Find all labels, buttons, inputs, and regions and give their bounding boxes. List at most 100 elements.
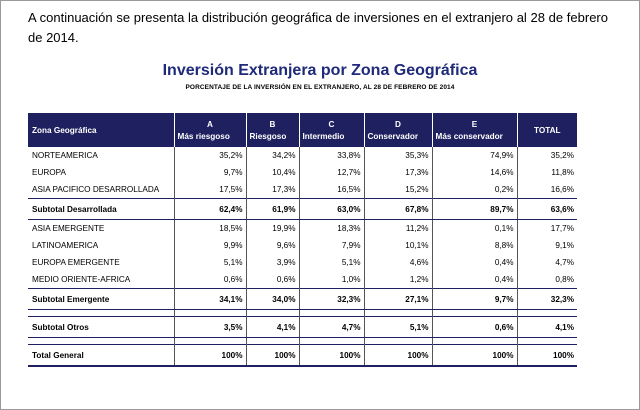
value-cell: 1,0% bbox=[299, 271, 365, 289]
header-col-c: C Intermedio bbox=[299, 113, 365, 147]
total-cell: 16,6% bbox=[550, 185, 574, 194]
value-cell: 5,1% bbox=[364, 316, 433, 338]
spacer-cell bbox=[246, 309, 300, 317]
spacer-cell bbox=[517, 338, 577, 345]
zone-cell: MEDIO ORIENTE-AFRICA bbox=[28, 271, 175, 289]
value-cell: 0,6% bbox=[174, 271, 247, 289]
value-cell: 62,4% bbox=[174, 198, 247, 220]
spacer-cell bbox=[174, 309, 247, 317]
value-cell: 35,3% bbox=[364, 147, 433, 164]
value-cell: 32,3% bbox=[299, 288, 365, 310]
total-cell: 100% bbox=[517, 344, 577, 367]
total-cell: 9,1% bbox=[555, 241, 574, 250]
zone-cell: ASIA PACIFICO DESARROLLADA bbox=[28, 181, 175, 199]
spacer-cell bbox=[364, 309, 433, 317]
value-cell: 17,5% bbox=[174, 181, 247, 199]
value-cell: 16,5% bbox=[299, 181, 365, 199]
value-cell: 74,9% bbox=[432, 147, 518, 164]
total-cell: 11,8% bbox=[551, 168, 574, 177]
value-cell: 100% bbox=[246, 344, 300, 367]
header-col-b: B Riesgoso bbox=[246, 113, 300, 147]
value-cell: 63,0% bbox=[299, 198, 365, 220]
value-cell: 34,1% bbox=[174, 288, 247, 310]
total-cell: 4,7% bbox=[555, 258, 574, 267]
intro-paragraph: A continuación se presenta la distribuci… bbox=[28, 10, 608, 45]
zone-cell: EUROPA bbox=[28, 164, 175, 181]
value-cell: 7,9% bbox=[299, 237, 365, 254]
value-cell: 0,1% bbox=[432, 219, 518, 237]
zone-cell: Subtotal Otros bbox=[28, 316, 175, 338]
zone-cell: LATINOAMERICA bbox=[28, 237, 175, 254]
value-cell: 0,6% bbox=[246, 271, 300, 289]
value-cell: 9,6% bbox=[246, 237, 300, 254]
value-cell: 3,5% bbox=[174, 316, 247, 338]
total-cell: 17,7% bbox=[550, 224, 574, 233]
value-cell: 100% bbox=[299, 344, 365, 367]
value-cell: 5,1% bbox=[174, 254, 247, 271]
header-col-a: A Más riesgoso bbox=[174, 113, 247, 147]
subtotal-row: Subtotal Desarrollada 62,4% 61,9% 63,0% 67,8… bbox=[28, 198, 577, 220]
header-col-e: E Más conservador bbox=[432, 113, 518, 147]
value-cell: 17,3% bbox=[246, 181, 300, 199]
spacer-cell bbox=[364, 337, 433, 345]
investment-table: Zona Geográfica A Más riesgoso B Riesgoso … bbox=[28, 113, 577, 367]
table-row: EUROPA 9,7% 10,4% 12,7% 17,3% 14,6% 11,8% bbox=[28, 164, 577, 181]
value-cell: 19,9% bbox=[246, 219, 300, 237]
value-cell: 11,2% bbox=[364, 219, 433, 237]
total-cell: 63,6% bbox=[517, 198, 577, 220]
value-cell: 4,1% bbox=[246, 316, 300, 338]
value-cell: 100% bbox=[364, 344, 433, 367]
table-row: MEDIO ORIENTE-AFRICA 0,6% 0,6% 1,0% 1,2% 0,4%… bbox=[28, 271, 577, 289]
zone-cell: ASIA EMERGENTE bbox=[28, 219, 175, 237]
spacer-cell bbox=[174, 337, 247, 345]
spacer-cell bbox=[299, 309, 365, 317]
value-cell: 100% bbox=[174, 344, 247, 367]
value-cell: 10,4% bbox=[246, 164, 300, 181]
table-row: LATINOAMERICA 9,9% 9,6% 7,9% 10,1% 8,8% 9,1% bbox=[28, 237, 577, 254]
value-cell: 0,4% bbox=[432, 271, 518, 289]
header-total: TOTAL bbox=[517, 113, 577, 147]
total-general-row: Total General 100% 100% 100% 100% 100% 100% bbox=[28, 344, 577, 367]
zone-cell: Subtotal Emergente bbox=[28, 288, 175, 310]
spacer-cell bbox=[299, 337, 365, 345]
header-col-d: D Conservador bbox=[364, 113, 433, 147]
value-cell: 14,6% bbox=[432, 164, 518, 181]
zone-cell: Subtotal Desarrollada bbox=[28, 198, 175, 220]
value-cell: 8,8% bbox=[432, 237, 518, 254]
spacer-cell bbox=[28, 309, 175, 317]
table-subtitle: PORCENTAJE DE LA INVERSIÓN EN EL EXTRANJ… bbox=[185, 84, 455, 91]
value-cell: 3,9% bbox=[246, 254, 300, 271]
value-cell: 61,9% bbox=[246, 198, 300, 220]
spacer-row bbox=[28, 337, 577, 345]
value-cell: 0,4% bbox=[432, 254, 518, 271]
spacer-cell bbox=[432, 309, 518, 317]
value-cell: 100% bbox=[432, 344, 518, 367]
value-cell: 33,8% bbox=[299, 147, 365, 164]
value-cell: 4,7% bbox=[299, 316, 365, 338]
spacer-cell bbox=[432, 337, 518, 345]
spacer-cell bbox=[28, 337, 175, 345]
total-cell: 35,2% bbox=[550, 151, 574, 160]
value-cell: 17,3% bbox=[364, 164, 433, 181]
value-cell: 0,2% bbox=[432, 181, 518, 199]
total-cell: 0,8% bbox=[555, 275, 574, 284]
value-cell: 5,1% bbox=[299, 254, 365, 271]
value-cell: 89,7% bbox=[432, 198, 518, 220]
value-cell: 18,5% bbox=[174, 219, 247, 237]
value-cell: 35,2% bbox=[174, 147, 247, 164]
value-cell: 18,3% bbox=[299, 219, 365, 237]
table-row: NORTEAMERICA 35,2% 34,2% 33,8% 35,3% 74,9% 35,… bbox=[28, 147, 577, 164]
value-cell: 34,2% bbox=[246, 147, 300, 164]
total-cell: 4,1% bbox=[517, 316, 577, 338]
value-cell: 9,9% bbox=[174, 237, 247, 254]
value-cell: 9,7% bbox=[432, 288, 518, 310]
value-cell: 67,8% bbox=[364, 198, 433, 220]
table-header-row: Zona Geográfica A Más riesgoso B Riesgoso … bbox=[28, 113, 577, 147]
total-cell: 32,3% bbox=[517, 288, 577, 310]
value-cell: 10,1% bbox=[364, 237, 433, 254]
table-row: EUROPA EMERGENTE 5,1% 3,9% 5,1% 4,6% 0,4% 4,7% bbox=[28, 254, 577, 271]
zone-cell: EUROPA EMERGENTE bbox=[28, 254, 175, 271]
value-cell: 15,2% bbox=[364, 181, 433, 199]
zone-cell: NORTEAMERICA bbox=[28, 147, 175, 164]
spacer-row bbox=[28, 309, 577, 317]
